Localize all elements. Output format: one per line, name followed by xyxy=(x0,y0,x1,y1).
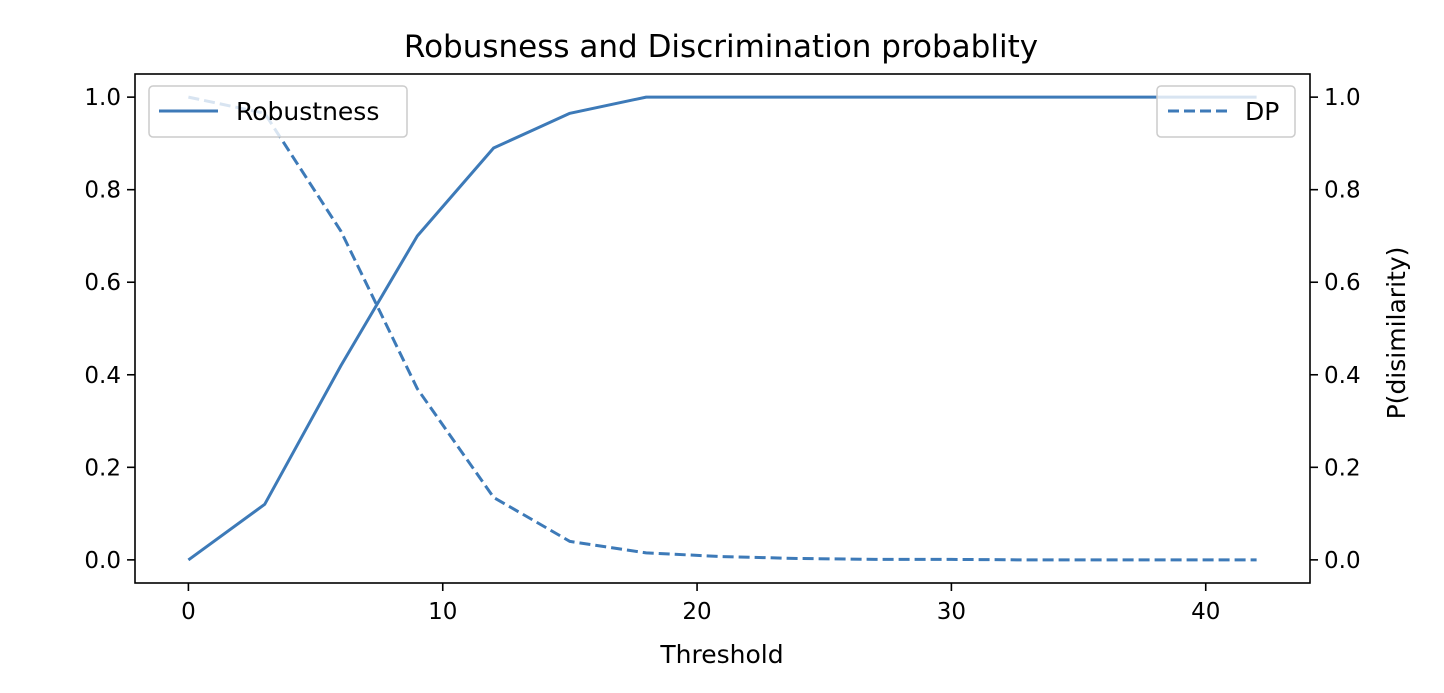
y-right-tick-label: 0.8 xyxy=(1324,178,1361,204)
y-right-tick-label: 1.0 xyxy=(1324,85,1361,111)
x-tick-label: 0 xyxy=(181,599,196,625)
y-left-tick-label: 0.0 xyxy=(84,548,121,574)
y-left-tick-label: 0.6 xyxy=(84,270,121,296)
y-right-tick-label: 0.6 xyxy=(1324,270,1361,296)
y-left-tick-label: 0.8 xyxy=(84,178,121,204)
chart-title: Robusness and Discrimination probablity xyxy=(404,29,1038,65)
x-axis: 0 10 20 30 40 xyxy=(181,583,1220,625)
legend-robustness: Robustness xyxy=(148,85,408,138)
x-tick-label: 10 xyxy=(428,599,457,625)
legend-dp: DP xyxy=(1156,85,1296,138)
legend-label-dp: DP xyxy=(1245,97,1279,126)
y-right-tick-label: 0.4 xyxy=(1324,363,1361,389)
y-left-tick-label: 0.2 xyxy=(84,455,121,481)
plot-area xyxy=(134,73,1311,584)
plot-frame xyxy=(134,73,1311,584)
y-axis-left: 0.0 0.2 0.4 0.6 0.8 1.0 xyxy=(84,85,135,574)
x-tick-label: 30 xyxy=(937,599,966,625)
legend-label-robustness: Robustness xyxy=(236,97,379,126)
x-tick-label: 40 xyxy=(1191,599,1220,625)
y-axis-right-label: P(disimilarity) xyxy=(1382,247,1411,420)
y-left-tick-label: 0.4 xyxy=(84,363,121,389)
series-line-robustness xyxy=(187,95,1257,562)
x-tick-label: 20 xyxy=(682,599,711,625)
y-axis-right: 0.0 0.2 0.4 0.6 0.8 1.0 xyxy=(1310,85,1361,574)
x-axis-label: Threshold xyxy=(659,640,783,669)
series-line-dp xyxy=(188,95,1257,562)
y-right-tick-label: 0.2 xyxy=(1324,455,1361,481)
legend-box xyxy=(148,85,408,138)
y-left-tick-label: 1.0 xyxy=(84,85,121,111)
y-right-tick-label: 0.0 xyxy=(1324,548,1361,574)
